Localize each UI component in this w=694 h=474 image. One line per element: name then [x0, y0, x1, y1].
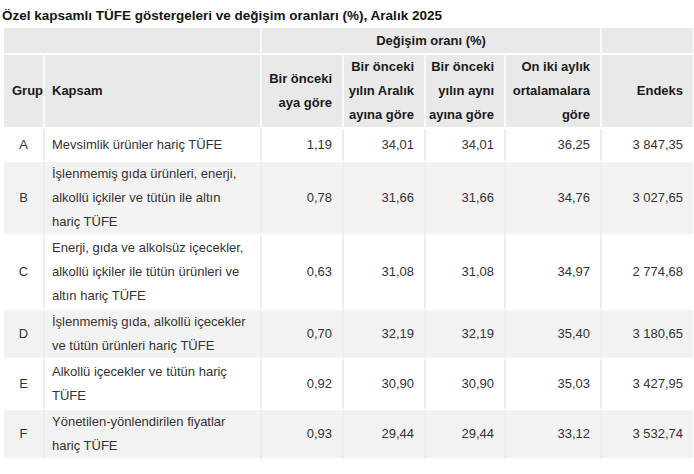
cell-kapsam: Yönetilen-yönlendirilen fiyatlar hariç T…: [45, 410, 262, 460]
cell-grup: A: [4, 129, 45, 162]
header-spacer-left: [4, 28, 262, 55]
cell-twelve-month-avg: 36,25: [506, 129, 602, 162]
cell-kapsam: Enerji, gıda ve alkolsüz içecekler, alko…: [45, 236, 262, 310]
table-header-row: Grup Kapsam Bir önceki aya göre Bir önce…: [4, 55, 693, 129]
cell-grup: B: [4, 162, 45, 236]
cell-vs-december: 30,90: [344, 360, 426, 410]
column-header-vs-same-month: Bir önceki yılın aynı ayına göre: [426, 55, 506, 129]
cell-monthly: 0,92: [262, 360, 344, 410]
page-title: Özel kapsamlı TÜFE göstergeleri ve değiş…: [2, 6, 694, 26]
column-header-endeks: Endeks: [602, 55, 693, 129]
cell-vs-same-month: 29,44: [426, 410, 506, 460]
cell-twelve-month-avg: 34,76: [506, 162, 602, 236]
column-group-header-degisim-orani: Değişim oranı (%): [262, 28, 602, 55]
table-header-group-row: Değişim oranı (%): [4, 28, 693, 55]
table-row: D İşlenmemiş gıda, alkollü içecekler ve …: [4, 310, 693, 360]
cell-vs-same-month: 32,19: [426, 310, 506, 360]
cell-endeks: 2 774,68: [602, 236, 693, 310]
table-row: A Mevsimlik ürünler hariç TÜFE 1,19 34,0…: [4, 129, 693, 162]
cell-endeks: 3 532,74: [602, 410, 693, 460]
cell-vs-december: 31,08: [344, 236, 426, 310]
column-header-kapsam: Kapsam: [45, 55, 262, 129]
cell-vs-same-month: 31,08: [426, 236, 506, 310]
table-row: F Yönetilen-yönlendirilen fiyatlar hariç…: [4, 410, 693, 460]
cell-vs-same-month: 31,66: [426, 162, 506, 236]
column-header-vs-december: Bir önceki yılın Aralık ayına göre: [344, 55, 426, 129]
cell-grup: E: [4, 360, 45, 410]
cell-endeks: 3 027,65: [602, 162, 693, 236]
cell-grup: C: [4, 236, 45, 310]
cell-twelve-month-avg: 33,12: [506, 410, 602, 460]
cell-vs-december: 34,01: [344, 129, 426, 162]
cell-monthly: 1,19: [262, 129, 344, 162]
table-row: B İşlenmemiş gıda ürünleri, enerji, alko…: [4, 162, 693, 236]
table-row: E Alkollü içecekler ve tütün hariç TÜFE …: [4, 360, 693, 410]
cell-endeks: 3 847,35: [602, 129, 693, 162]
cell-twelve-month-avg: 35,03: [506, 360, 602, 410]
cell-vs-december: 32,19: [344, 310, 426, 360]
cell-monthly: 0,78: [262, 162, 344, 236]
cell-monthly: 0,93: [262, 410, 344, 460]
cell-vs-same-month: 34,01: [426, 129, 506, 162]
cell-monthly: 0,70: [262, 310, 344, 360]
cpi-indicators-table: Değişim oranı (%) Grup Kapsam Bir önceki…: [4, 28, 693, 460]
column-header-grup: Grup: [4, 55, 45, 129]
cell-endeks: 3 180,65: [602, 310, 693, 360]
cell-kapsam: İşlenmemiş gıda ürünleri, enerji, alkoll…: [45, 162, 262, 236]
column-header-monthly: Bir önceki aya göre: [262, 55, 344, 129]
page: Özel kapsamlı TÜFE göstergeleri ve değiş…: [0, 0, 694, 460]
cell-monthly: 0,63: [262, 236, 344, 310]
column-header-twelve-month-avg: On iki aylık ortalamalara göre: [506, 55, 602, 129]
cell-grup: D: [4, 310, 45, 360]
cell-twelve-month-avg: 34,97: [506, 236, 602, 310]
cell-vs-december: 29,44: [344, 410, 426, 460]
table-row: C Enerji, gıda ve alkolsüz içecekler, al…: [4, 236, 693, 310]
cell-kapsam: Mevsimlik ürünler hariç TÜFE: [45, 129, 262, 162]
cell-vs-same-month: 30,90: [426, 360, 506, 410]
header-spacer-right: [602, 28, 693, 55]
cell-vs-december: 31,66: [344, 162, 426, 236]
cell-grup: F: [4, 410, 45, 460]
cell-kapsam: Alkollü içecekler ve tütün hariç TÜFE: [45, 360, 262, 410]
cell-endeks: 3 427,95: [602, 360, 693, 410]
cell-twelve-month-avg: 35,40: [506, 310, 602, 360]
cell-kapsam: İşlenmemiş gıda, alkollü içecekler ve tü…: [45, 310, 262, 360]
